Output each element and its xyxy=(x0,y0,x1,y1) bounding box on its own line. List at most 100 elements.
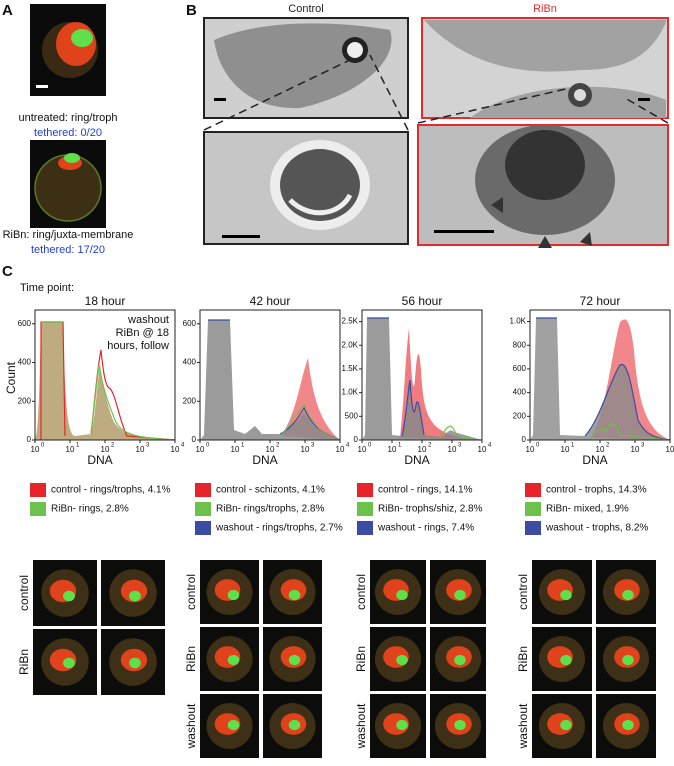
x-tick-exponent: 3 xyxy=(146,443,150,449)
row-label: control xyxy=(17,575,31,611)
x-tick-label: 10 xyxy=(526,445,535,454)
legend-swatch xyxy=(30,483,46,497)
column-title: RiBn xyxy=(533,3,557,15)
legend-label: washout - trophs, 8.2% xyxy=(545,523,648,534)
nucleus xyxy=(63,590,75,602)
histogram-curves xyxy=(35,321,176,441)
y-tick-label: 1.0K xyxy=(510,317,527,326)
row-label: washout xyxy=(354,703,368,749)
y-tick-label: 0 xyxy=(354,435,359,444)
legend-label: control - trophs, 14.3% xyxy=(546,485,647,496)
legend-label: control - schizonts, 4.1% xyxy=(216,485,325,496)
y-tick-label: 600 xyxy=(183,319,197,328)
legend-label: RiBn- rings/trophs, 2.8% xyxy=(216,504,324,515)
column-title: Control xyxy=(288,3,323,15)
panel-label: B xyxy=(186,2,197,19)
histogram-curves xyxy=(200,319,341,441)
x-tick-label: 10 xyxy=(31,445,40,454)
y-tick-label: 2.5K xyxy=(342,317,359,326)
x-tick-exponent: 1 xyxy=(571,443,575,449)
y-tick-label: 1.0K xyxy=(342,388,359,397)
legend-label: RiBn- mixed, 1.9% xyxy=(546,504,629,515)
legend-swatch xyxy=(195,483,211,497)
x-axis-label: DNA xyxy=(404,453,429,467)
y-tick-label: 800 xyxy=(513,340,527,349)
nucleus xyxy=(396,589,408,601)
nucleus xyxy=(288,719,301,731)
annotation: RiBn @ 18 xyxy=(116,327,169,339)
y-tick-label: 400 xyxy=(18,358,32,367)
row-label: RiBn xyxy=(354,646,368,672)
x-tick-exponent: 1 xyxy=(76,443,80,449)
legend-label: RiBn- rings, 2.8% xyxy=(51,504,129,515)
row-label: RiBn xyxy=(516,646,530,672)
nucleus xyxy=(622,589,634,601)
x-tick-label: 10 xyxy=(448,445,457,454)
x-tick-label: 10 xyxy=(231,445,240,454)
legend-swatch xyxy=(357,521,373,535)
nucleus xyxy=(622,654,634,666)
x-tick-exponent: 0 xyxy=(536,443,540,449)
y-tick-label: 400 xyxy=(183,358,197,367)
x-tick-label: 10 xyxy=(666,445,674,454)
x-tick-exponent: 2 xyxy=(606,443,610,449)
legend-label: control - rings, 14.1% xyxy=(378,485,473,496)
x-tick-label: 10 xyxy=(101,445,110,454)
plot-title: 72 hour xyxy=(580,294,621,308)
nucleus xyxy=(396,654,408,666)
plot-title: 18 hour xyxy=(85,294,126,308)
nucleus xyxy=(288,654,301,666)
x-tick-exponent: 4 xyxy=(181,443,185,449)
x-tick-exponent: 2 xyxy=(111,443,115,449)
x-tick-label: 10 xyxy=(136,445,145,454)
nucleus xyxy=(129,590,141,602)
histogram-curves xyxy=(362,317,483,441)
panel-a-images xyxy=(30,4,106,228)
histogram-curves xyxy=(530,317,671,441)
row-label: washout xyxy=(516,703,530,749)
y-tick-label: 0 xyxy=(522,435,527,444)
x-tick-label: 10 xyxy=(66,445,75,454)
row-label: control xyxy=(354,574,368,610)
legend-swatch xyxy=(525,483,541,497)
y-tick-label: 0 xyxy=(27,435,32,444)
x-tick-label: 10 xyxy=(478,445,487,454)
nucleus xyxy=(227,654,240,666)
x-tick-exponent: 0 xyxy=(41,443,45,449)
y-tick-label: 200 xyxy=(18,396,32,405)
row-label: control xyxy=(516,574,530,610)
x-axis-label: DNA xyxy=(582,453,607,467)
x-tick-exponent: 1 xyxy=(398,443,402,449)
legend-swatch xyxy=(195,502,211,516)
nucleus xyxy=(622,719,634,731)
plot-title: 56 hour xyxy=(402,294,443,308)
x-tick-label: 10 xyxy=(171,445,180,454)
y-tick-label: 600 xyxy=(513,364,527,373)
nucleus xyxy=(227,589,240,601)
subtitle: Time point: xyxy=(20,282,74,294)
caption: untreated: ring/troph xyxy=(18,112,117,124)
legend-swatch xyxy=(525,502,541,516)
row-label: RiBn xyxy=(17,649,31,675)
x-tick-exponent: 2 xyxy=(276,443,280,449)
legend-swatch xyxy=(195,521,211,535)
nucleus xyxy=(63,657,75,669)
x-tick-label: 10 xyxy=(301,445,310,454)
row-label: washout xyxy=(184,703,198,749)
x-tick-label: 10 xyxy=(631,445,640,454)
nucleus xyxy=(454,589,466,601)
row-label: RiBn xyxy=(184,646,198,672)
result: tethered: 17/20 xyxy=(31,244,105,256)
x-tick-exponent: 4 xyxy=(488,443,492,449)
x-tick-label: 10 xyxy=(196,445,205,454)
x-tick-label: 10 xyxy=(336,445,345,454)
row-label: control xyxy=(184,574,198,610)
nucleus xyxy=(454,654,466,666)
nucleus xyxy=(288,589,301,601)
x-axis-label: DNA xyxy=(87,453,112,467)
y-tick-label: 600 xyxy=(18,319,32,328)
y-axis-label: Count xyxy=(4,361,18,394)
x-tick-exponent: 1 xyxy=(241,443,245,449)
x-tick-label: 10 xyxy=(358,445,367,454)
